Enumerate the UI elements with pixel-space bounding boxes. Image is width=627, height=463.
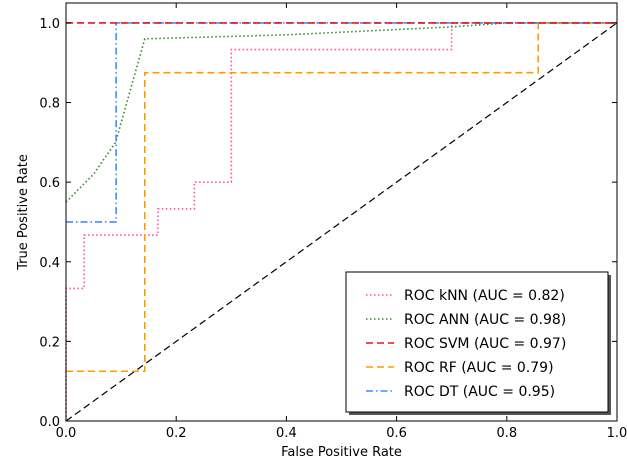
y-tick-label: 0.0 bbox=[39, 415, 60, 430]
series-line-1 bbox=[65, 22, 617, 421]
x-axis-title: False Positive Rate bbox=[281, 445, 402, 460]
y-tick-label: 0.2 bbox=[39, 335, 60, 350]
x-tick-label: 0.4 bbox=[276, 426, 297, 441]
legend-box bbox=[345, 271, 609, 413]
x-tick-label: 0.0 bbox=[56, 426, 77, 441]
reference-diagonal-line bbox=[65, 22, 618, 422]
legend-entries: ROC kNN (AUC = 0.82) ROC ANN (AUC = 0.98)… bbox=[366, 288, 566, 400]
legend-label-5: ROC DT (AUC = 0.95) bbox=[404, 384, 555, 400]
y-tick-label: 0.6 bbox=[39, 176, 60, 191]
legend-label-4: ROC RF (AUC = 0.79) bbox=[404, 360, 554, 376]
x-tick-label: 0.6 bbox=[386, 426, 407, 441]
series-line-2 bbox=[65, 22, 617, 203]
y-tick-label: 0.8 bbox=[39, 97, 60, 112]
legend-label-2: ROC ANN (AUC = 0.98) bbox=[404, 312, 566, 328]
legend-label-1: ROC kNN (AUC = 0.82) bbox=[404, 288, 565, 304]
plot-frame bbox=[65, 2, 618, 422]
legend: ROC kNN (AUC = 0.82) ROC ANN (AUC = 0.98)… bbox=[345, 271, 611, 415]
plot-area bbox=[65, 22, 618, 422]
y-tick-label: 1.0 bbox=[39, 17, 60, 32]
x-tick-label: 1.0 bbox=[607, 426, 627, 441]
x-tick-label: 0.2 bbox=[166, 426, 187, 441]
series-line-4 bbox=[66, 22, 617, 373]
legend-label-3: ROC SVM (AUC = 0.97) bbox=[404, 336, 566, 352]
y-axis-title: True Positive Rate bbox=[16, 154, 31, 271]
y-tick-label: 0.4 bbox=[39, 256, 60, 271]
axes: 0.0 0.2 0.4 0.6 0.8 1.0 0.0 0.2 0.4 0.6 0.8 1.0 bbox=[39, 3, 627, 441]
x-tick-label: 0.8 bbox=[496, 426, 517, 441]
